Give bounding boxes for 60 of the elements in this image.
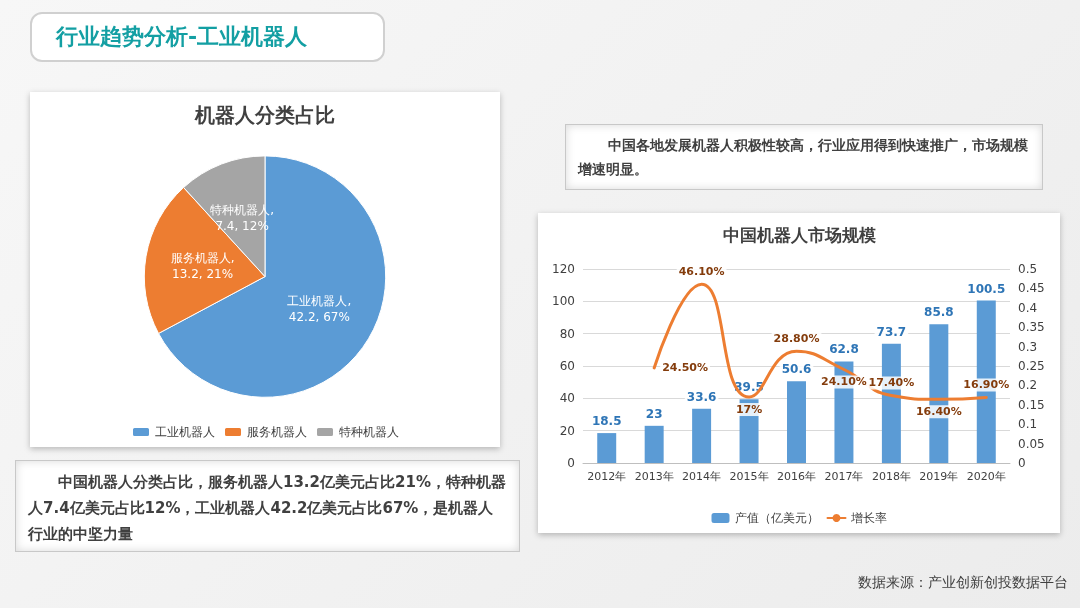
- y2-tick-label: 0.1: [1018, 417, 1038, 432]
- x-tick-label: 2013年: [634, 470, 674, 483]
- chart-title: 中国机器人市场规模: [722, 224, 876, 245]
- data-label: 18.5: [591, 414, 622, 429]
- data-label: 工业机器人, 42.2, 67%: [287, 294, 352, 325]
- y-tick-label: 100: [552, 294, 575, 309]
- legend-label: 工业机器人: [155, 425, 215, 439]
- y-tick-label: 20: [559, 423, 575, 438]
- x-tick-label: 2019年: [919, 470, 959, 483]
- text: 行业趋势分析-工业机器人: [30, 12, 385, 62]
- data-label: 62.8: [829, 342, 859, 357]
- x-tick-label: 2016年: [777, 470, 816, 483]
- x-tick-label: 2020年: [966, 470, 1006, 483]
- bar: [787, 381, 806, 463]
- y2-tick-label: 0.5: [1018, 262, 1038, 276]
- x-tick-label: 2018年: [871, 470, 911, 483]
- x-tick-label: 2012年: [587, 470, 627, 483]
- y2-tick-label: 0: [1018, 456, 1026, 470]
- chart-title: 机器人分类占比: [194, 103, 335, 127]
- x-tick-label: 2014年: [682, 470, 722, 483]
- data-label: 17%: [735, 403, 763, 417]
- bar: [692, 408, 712, 463]
- source-note: 数据来源：产业创新创投数据平台: [858, 574, 1068, 592]
- legend-label: 服务机器人: [247, 425, 307, 439]
- y2-tick-label: 0.3: [1018, 339, 1038, 354]
- bar: [597, 433, 617, 463]
- legend-label: 增长率: [849, 511, 887, 525]
- data-label: 服务机器人, 13.2, 21%: [170, 250, 235, 281]
- bar: [644, 425, 664, 463]
- data-label: 24.50%: [662, 361, 708, 375]
- x-tick-label: 2015年: [729, 470, 769, 483]
- y2-tick-label: 0.15: [1018, 397, 1045, 412]
- data-label: 24.10%: [821, 375, 867, 389]
- data-label: 33.6: [686, 389, 717, 404]
- y2-tick-label: 0.45: [1018, 281, 1045, 296]
- text: 中国机器人分类占比，服务机器人13.2亿美元占比21%，特种机器人7.4亿美元占比12%，工业机器人42.2亿美元占比67%，是机器人行业的中坚力量: [15, 460, 520, 552]
- data-label: 23: [645, 406, 663, 421]
- legend-label: 特种机器人: [339, 425, 399, 439]
- text: 中国各地发展机器人积极性较高，行业应用得到快速推广，市场规模增速明显。: [565, 124, 1043, 190]
- data-label: 28.80%: [773, 332, 820, 346]
- data-label: 46.10%: [678, 265, 725, 279]
- y-tick-label: 80: [559, 326, 575, 341]
- y2-tick-label: 0.25: [1018, 359, 1045, 373]
- legend-label: 产值（亿美元）: [734, 511, 819, 525]
- y2-tick-label: 0.4: [1018, 300, 1038, 315]
- y2-tick-label: 0.35: [1018, 320, 1045, 335]
- data-label: 50.6: [781, 362, 812, 377]
- y-tick-label: 120: [552, 262, 575, 276]
- y2-tick-label: 0.05: [1018, 436, 1045, 451]
- y2-tick-label: 0.2: [1018, 378, 1038, 393]
- data-label: 16.40%: [915, 405, 962, 419]
- data-label: 100.5: [967, 281, 1006, 296]
- y-tick-label: 60: [559, 359, 575, 373]
- y-tick-label: 0: [567, 456, 575, 470]
- x-tick-label: 2017年: [824, 470, 864, 483]
- data-label: 73.7: [876, 324, 907, 339]
- data-label: 17.40%: [868, 376, 915, 390]
- data-label: 16.90%: [963, 378, 1010, 392]
- y-tick-label: 40: [559, 391, 575, 406]
- data-label: 85.8: [924, 305, 954, 320]
